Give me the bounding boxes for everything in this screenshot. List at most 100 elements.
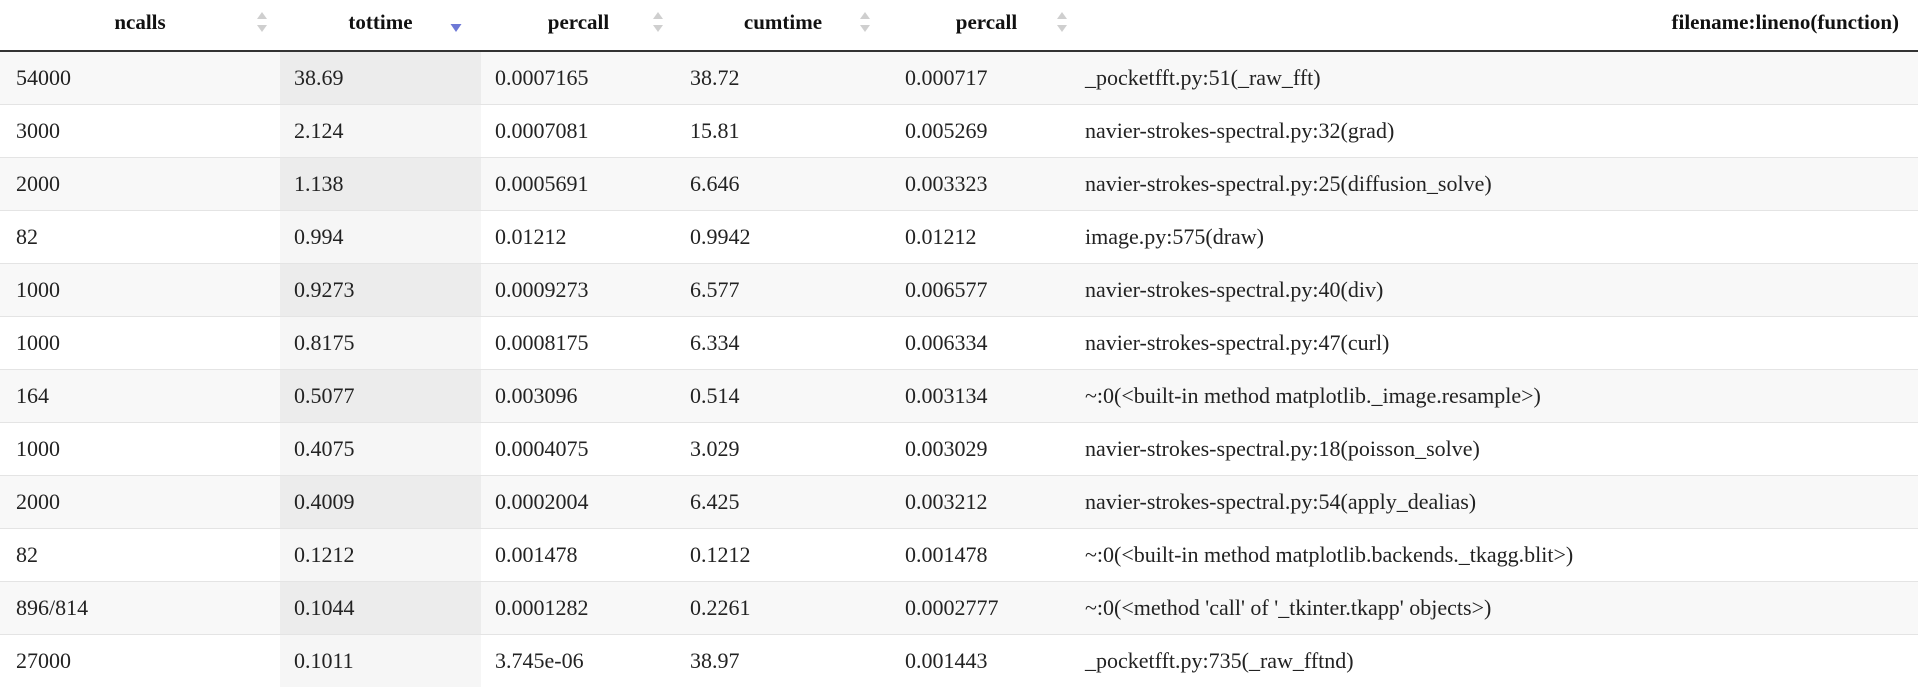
filename-cell: _pocketfft.py:735(_raw_fftnd) bbox=[1083, 635, 1918, 687]
percall-cell: 0.0009273 bbox=[481, 264, 676, 317]
percall-cum-cell: 0.003029 bbox=[890, 423, 1083, 476]
percall-cum-cell: 0.0002777 bbox=[890, 582, 1083, 635]
column-header-percall-cum[interactable]: percall bbox=[890, 0, 1083, 51]
cumtime-cell: 15.81 bbox=[676, 105, 890, 158]
tottime-cell: 0.5077 bbox=[280, 370, 481, 423]
filename-cell: ~:0(<built-in method matplotlib.backends… bbox=[1083, 529, 1918, 582]
cumtime-cell: 38.72 bbox=[676, 51, 890, 105]
column-header-percall[interactable]: percall bbox=[481, 0, 676, 51]
tottime-cell: 0.1011 bbox=[280, 635, 481, 687]
ncalls-cell: 82 bbox=[0, 529, 280, 582]
ncalls-cell: 1000 bbox=[0, 317, 280, 370]
ncalls-cell: 54000 bbox=[0, 51, 280, 105]
percall-cell: 0.0004075 bbox=[481, 423, 676, 476]
percall-cell: 0.0005691 bbox=[481, 158, 676, 211]
cumtime-cell: 0.2261 bbox=[676, 582, 890, 635]
percall-cell: 0.003096 bbox=[481, 370, 676, 423]
percall-cum-cell: 0.006334 bbox=[890, 317, 1083, 370]
percall-cum-cell: 0.001443 bbox=[890, 635, 1083, 687]
column-header-label: ncalls bbox=[0, 0, 280, 35]
ncalls-cell: 82 bbox=[0, 211, 280, 264]
column-header-label: percall bbox=[890, 0, 1083, 35]
header-row: ncalls tottime percall cumtime bbox=[0, 0, 1918, 51]
percall-cum-cell: 0.006577 bbox=[890, 264, 1083, 317]
tottime-cell: 0.4075 bbox=[280, 423, 481, 476]
table-header: ncalls tottime percall cumtime bbox=[0, 0, 1918, 51]
cumtime-cell: 0.9942 bbox=[676, 211, 890, 264]
tottime-cell: 0.9273 bbox=[280, 264, 481, 317]
cumtime-cell: 6.425 bbox=[676, 476, 890, 529]
tottime-cell: 1.138 bbox=[280, 158, 481, 211]
tottime-cell: 2.124 bbox=[280, 105, 481, 158]
ncalls-cell: 896/814 bbox=[0, 582, 280, 635]
ncalls-cell: 27000 bbox=[0, 635, 280, 687]
percall-cum-cell: 0.003212 bbox=[890, 476, 1083, 529]
cumtime-cell: 0.1212 bbox=[676, 529, 890, 582]
filename-cell: navier-strokes-spectral.py:18(poisson_so… bbox=[1083, 423, 1918, 476]
percall-cell: 0.0007081 bbox=[481, 105, 676, 158]
filename-cell: navier-strokes-spectral.py:32(grad) bbox=[1083, 105, 1918, 158]
column-header-label: cumtime bbox=[676, 0, 890, 35]
sort-unsorted-icon[interactable] bbox=[859, 10, 871, 34]
percall-cum-cell: 0.003134 bbox=[890, 370, 1083, 423]
percall-cell: 0.01212 bbox=[481, 211, 676, 264]
ncalls-cell: 2000 bbox=[0, 158, 280, 211]
tottime-cell: 0.994 bbox=[280, 211, 481, 264]
column-header-label: percall bbox=[481, 0, 676, 35]
percall-cum-cell: 0.003323 bbox=[890, 158, 1083, 211]
cumtime-cell: 6.577 bbox=[676, 264, 890, 317]
percall-cum-cell: 0.000717 bbox=[890, 51, 1083, 105]
column-header-tottime[interactable]: tottime bbox=[280, 0, 481, 51]
cumtime-cell: 0.514 bbox=[676, 370, 890, 423]
cumtime-cell: 3.029 bbox=[676, 423, 890, 476]
filename-cell: navier-strokes-spectral.py:54(apply_deal… bbox=[1083, 476, 1918, 529]
sort-unsorted-icon[interactable] bbox=[1056, 10, 1068, 34]
filename-cell: navier-strokes-spectral.py:47(curl) bbox=[1083, 317, 1918, 370]
tottime-cell: 38.69 bbox=[280, 51, 481, 105]
ncalls-cell: 164 bbox=[0, 370, 280, 423]
filename-cell: navier-strokes-spectral.py:40(div) bbox=[1083, 264, 1918, 317]
tottime-cell: 0.8175 bbox=[280, 317, 481, 370]
filename-cell: navier-strokes-spectral.py:25(diffusion_… bbox=[1083, 158, 1918, 211]
tottime-cell: 0.4009 bbox=[280, 476, 481, 529]
ncalls-cell: 3000 bbox=[0, 105, 280, 158]
column-header-filename[interactable]: filename:lineno(function) bbox=[1083, 0, 1918, 51]
percall-cell: 0.0007165 bbox=[481, 51, 676, 105]
sort-descending-icon[interactable] bbox=[450, 10, 462, 34]
column-header-ncalls[interactable]: ncalls bbox=[0, 0, 280, 51]
percall-cell: 0.001478 bbox=[481, 529, 676, 582]
percall-cum-cell: 0.001478 bbox=[890, 529, 1083, 582]
cumtime-cell: 6.646 bbox=[676, 158, 890, 211]
filename-cell: ~:0(<method 'call' of '_tkinter.tkapp' o… bbox=[1083, 582, 1918, 635]
ncalls-cell: 1000 bbox=[0, 423, 280, 476]
tottime-cell: 0.1044 bbox=[280, 582, 481, 635]
percall-cum-cell: 0.01212 bbox=[890, 211, 1083, 264]
percall-cell: 3.745e-06 bbox=[481, 635, 676, 687]
percall-cum-cell: 0.005269 bbox=[890, 105, 1083, 158]
cumtime-cell: 38.97 bbox=[676, 635, 890, 687]
tottime-cell: 0.1212 bbox=[280, 529, 481, 582]
sort-unsorted-icon[interactable] bbox=[652, 10, 664, 34]
cumtime-cell: 6.334 bbox=[676, 317, 890, 370]
sort-unsorted-icon[interactable] bbox=[256, 10, 268, 34]
filename-cell: ~:0(<built-in method matplotlib._image.r… bbox=[1083, 370, 1918, 423]
ncalls-cell: 1000 bbox=[0, 264, 280, 317]
column-header-label: filename:lineno(function) bbox=[1083, 0, 1918, 35]
percall-cell: 0.0008175 bbox=[481, 317, 676, 370]
ncalls-cell: 2000 bbox=[0, 476, 280, 529]
column-header-cumtime[interactable]: cumtime bbox=[676, 0, 890, 51]
